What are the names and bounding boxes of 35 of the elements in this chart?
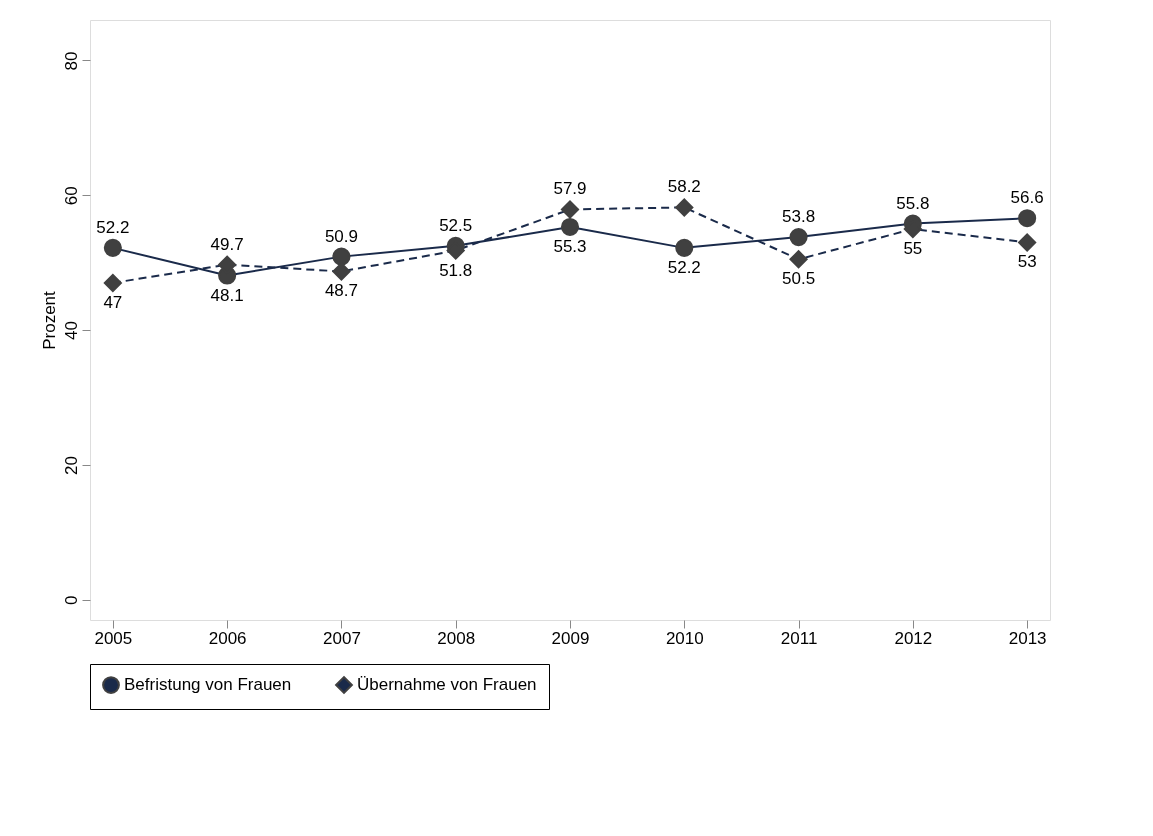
x-tick-label: 2006	[208, 628, 247, 648]
data-label: 51.8	[439, 260, 473, 280]
data-label: 52.2	[667, 257, 701, 277]
y-tick-label: 40	[61, 321, 81, 341]
data-label: 48.7	[324, 281, 358, 301]
x-tick-label: 2007	[323, 628, 361, 648]
x-tick-label: 2008	[437, 628, 476, 648]
y-tick-label: 0	[61, 595, 81, 606]
data-label: 48.1	[210, 285, 244, 305]
y-axis-title: Prozent	[39, 290, 59, 350]
data-label: 58.2	[667, 177, 701, 197]
x-tick-label: 2009	[551, 628, 590, 648]
data-label: 55.8	[896, 193, 930, 213]
data-label: 50.9	[324, 226, 358, 246]
data-label: 47	[103, 292, 123, 312]
data-label: 53	[1017, 252, 1037, 272]
data-label: 50.5	[782, 269, 816, 289]
data-label: 52.2	[96, 217, 130, 237]
x-tick-label: 2010	[665, 628, 704, 648]
data-label: 49.7	[210, 234, 244, 254]
y-tick-label: 20	[61, 455, 81, 475]
x-tick-label: 2013	[1008, 628, 1047, 648]
data-label: 57.9	[553, 179, 587, 199]
x-tick-label: 2011	[780, 628, 818, 648]
data-label: 56.6	[1010, 188, 1044, 208]
y-tick-label: 80	[61, 51, 81, 71]
x-tick-label: 2012	[894, 628, 933, 648]
x-tick-label: 2005	[94, 628, 133, 648]
data-label: 55.3	[553, 236, 587, 256]
data-label: 53.8	[782, 207, 816, 227]
data-label: 52.5	[439, 215, 473, 235]
data-label: 55	[903, 238, 923, 258]
legend-label: Übernahme von Frauen	[357, 675, 537, 695]
y-tick-label: 60	[61, 186, 81, 206]
legend-label: Befristung von Frauen	[124, 675, 292, 695]
